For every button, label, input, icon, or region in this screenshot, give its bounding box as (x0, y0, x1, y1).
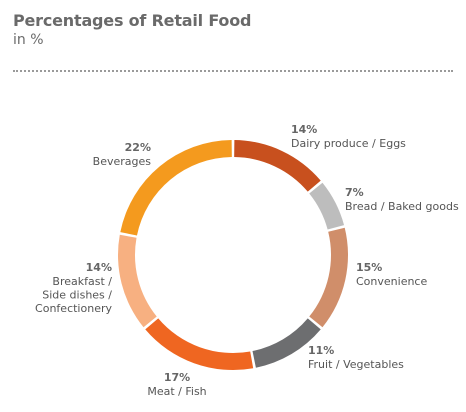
slice-label-bread-baked-goods: 7% Bread / Baked goods (345, 186, 459, 213)
slice-bread-baked-goods (309, 182, 345, 230)
slice-labels: 14% Dairy produce / Eggs 7% Bread / Baked g… (35, 123, 459, 398)
slice-label-fruit-vegetables: 11% Fruit / Vegetables (308, 344, 404, 371)
slice-label-breakfast-side-dishes-confectionery: 14% Breakfast / Side dishes / Confectionery (35, 261, 112, 315)
donut-slices (118, 140, 348, 370)
slice-label-convenience: 15% Convenience (356, 261, 427, 288)
slice-breakfast-side-dishes-confectionery (118, 234, 157, 328)
slice-fruit-vegetables (252, 318, 321, 368)
dotted-divider (13, 70, 453, 72)
chart-subtitle: in % (13, 32, 44, 48)
slice-label-meat-fish: 17% Meat / Fish (147, 371, 206, 398)
slice-meat-fish (145, 318, 254, 370)
slice-label-beverages: 22% Beverages (93, 141, 152, 168)
chart-title: Percentages of Retail Food (13, 11, 252, 30)
slice-beverages (120, 140, 232, 236)
slice-dairy-produce-eggs (234, 140, 321, 192)
slice-convenience (309, 227, 348, 328)
slice-label-dairy-produce-eggs: 14% Dairy produce / Eggs (291, 123, 406, 150)
